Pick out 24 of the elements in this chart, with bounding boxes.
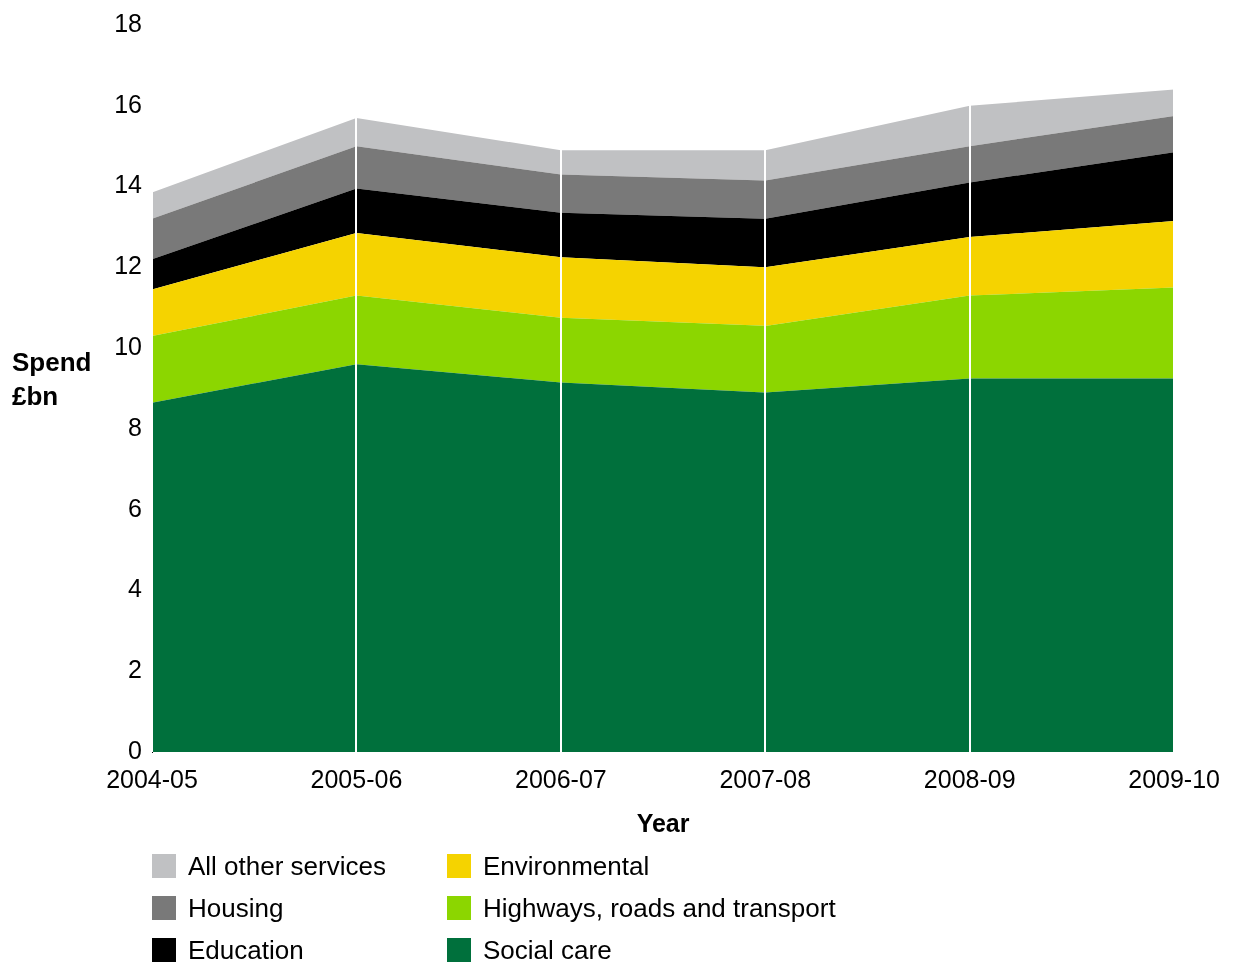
y-tick-label: 0 <box>128 735 142 764</box>
legend-label: Highways, roads and transport <box>483 893 836 923</box>
x-tick-label: 2007-08 <box>719 764 812 793</box>
y-tick-label: 8 <box>128 412 142 441</box>
y-tick-label: 16 <box>114 89 142 118</box>
y-tick-label: 18 <box>114 8 142 37</box>
legend-label: Education <box>188 935 304 965</box>
legend-label: Housing <box>188 893 284 923</box>
y-tick-label: 14 <box>114 170 143 199</box>
legend-label: All other services <box>188 851 386 881</box>
x-tick-label: 2006-07 <box>514 764 607 793</box>
y-tick-label: 12 <box>114 251 142 280</box>
y-tick-label: 10 <box>114 332 142 360</box>
legend-label: Environmental <box>483 851 650 881</box>
x-axis-title: Year <box>636 808 690 837</box>
y-tick-label: 4 <box>128 574 143 603</box>
x-tick-label: 2008-09 <box>923 764 1016 793</box>
x-tick-label: 2009-10 <box>1128 764 1220 793</box>
y-tick-label: 6 <box>128 493 142 522</box>
y-tick-label: 2 <box>128 655 142 684</box>
x-tick-label: 2005-06 <box>310 764 403 793</box>
y-axis-title: Spend £bn <box>12 346 93 413</box>
legend-label: Social care <box>483 935 612 965</box>
x-tick-label: 2004-05 <box>106 764 198 793</box>
